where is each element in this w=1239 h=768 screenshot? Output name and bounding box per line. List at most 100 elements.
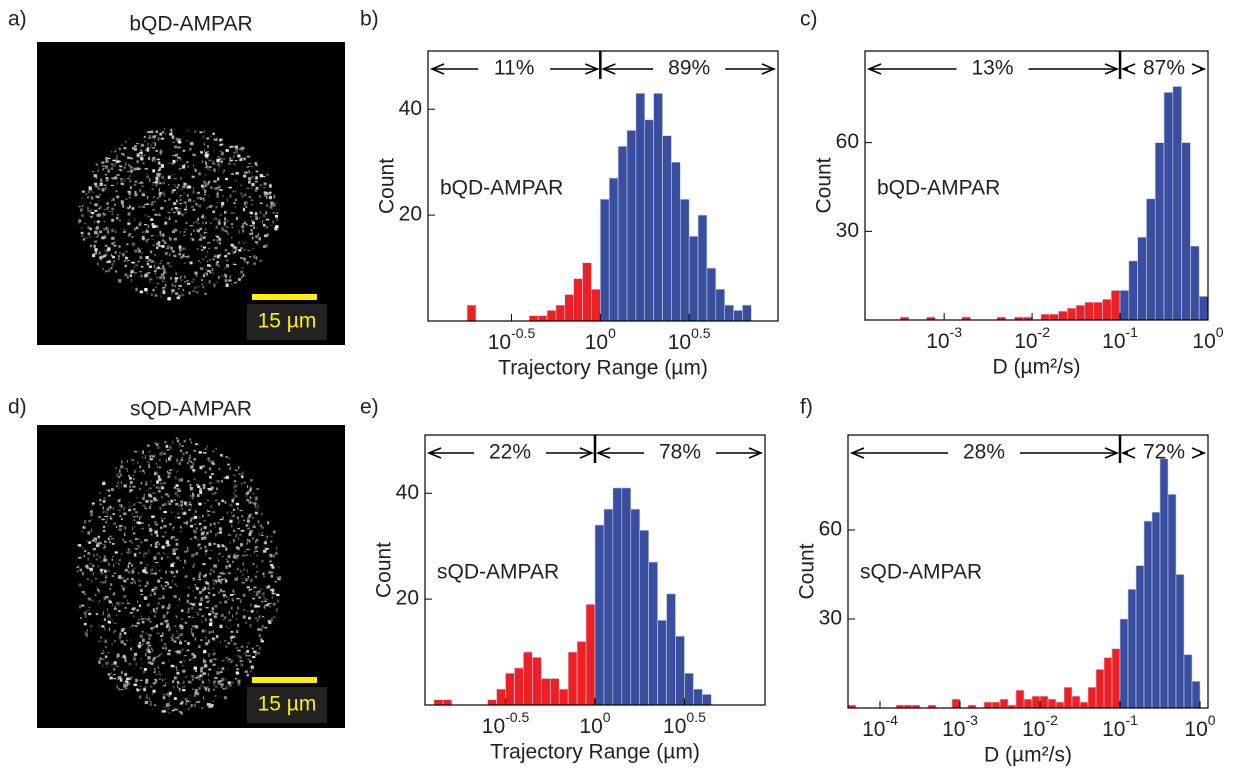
speckle [140,157,144,161]
speckle [132,478,135,480]
speckle [130,551,132,554]
speckle [105,160,109,163]
speckle [215,234,219,237]
speckle [126,688,129,690]
speckle [115,525,118,528]
speckle [116,473,119,476]
speckle [98,200,100,201]
speckle [193,553,196,556]
speckle [185,221,188,225]
speckle [146,148,150,152]
speckle [180,210,182,213]
speckle [99,640,102,643]
speckle [141,143,144,147]
speckle [196,204,200,207]
speckle [112,159,116,162]
speckle [242,242,245,244]
bar [1047,698,1057,709]
speckle [222,516,224,520]
speckle [121,200,124,203]
speckle [180,712,183,715]
speckle [114,522,116,525]
speckle [179,196,181,198]
speckle [144,686,146,690]
speckle [227,232,230,235]
speckle [159,577,163,579]
speckle [133,519,136,522]
speckle [118,160,122,163]
speckle [152,671,156,673]
speckle [113,677,117,680]
speckle [161,153,163,155]
speckle [166,262,170,265]
speckle [153,610,157,614]
speckle [264,234,268,238]
speckle [207,582,210,584]
speckle [244,193,247,196]
speckle [177,682,180,685]
speckle [234,251,237,253]
speckle [203,536,207,540]
speckle [93,537,97,540]
speckle [174,539,178,541]
speckle [247,527,250,530]
speckle [131,676,133,679]
speckle [136,544,140,547]
speckle [225,656,229,659]
speckle [214,606,218,609]
speckle [201,531,206,535]
speckle [143,554,145,558]
speckle [130,481,133,484]
speckle [159,132,163,136]
speckle [192,590,194,592]
speckle [113,622,117,624]
speckle [159,276,163,280]
speckle [263,182,267,186]
speckle [134,652,138,656]
speckle [194,704,196,708]
speckle [138,646,142,649]
speckle [166,544,169,547]
speckle [153,656,156,659]
speckle [102,500,106,503]
speckle [172,536,176,538]
speckle [184,560,187,564]
speckle [215,187,219,189]
speckle [142,569,146,573]
speckle [130,172,132,174]
speckle [124,273,127,277]
speckle [168,457,171,461]
speckle [220,454,223,457]
speckle [150,499,153,503]
speckle [162,181,165,185]
speckle [224,501,227,504]
speckle [167,582,169,586]
speckle [210,505,212,508]
speckle [172,552,176,555]
speckle [248,177,251,181]
speckle [167,556,169,558]
speckle [125,198,128,200]
speckle [182,503,184,506]
speckle [235,502,240,506]
speckle [250,501,254,504]
speckle [188,503,192,506]
speckle [93,203,97,206]
speckle [177,604,179,607]
speckle [164,271,167,274]
speckle [159,452,161,456]
bar [697,214,708,322]
speckle [267,570,271,574]
speckle [154,272,157,275]
speckle [111,263,114,267]
speckle [198,490,203,494]
speckle [160,584,163,588]
speckle [203,649,207,654]
speckle [275,551,278,555]
speckle [92,548,96,551]
speckle [84,631,88,635]
speckle [211,607,214,611]
speckle [136,690,140,692]
speckle [158,678,161,680]
speckle [196,274,198,277]
